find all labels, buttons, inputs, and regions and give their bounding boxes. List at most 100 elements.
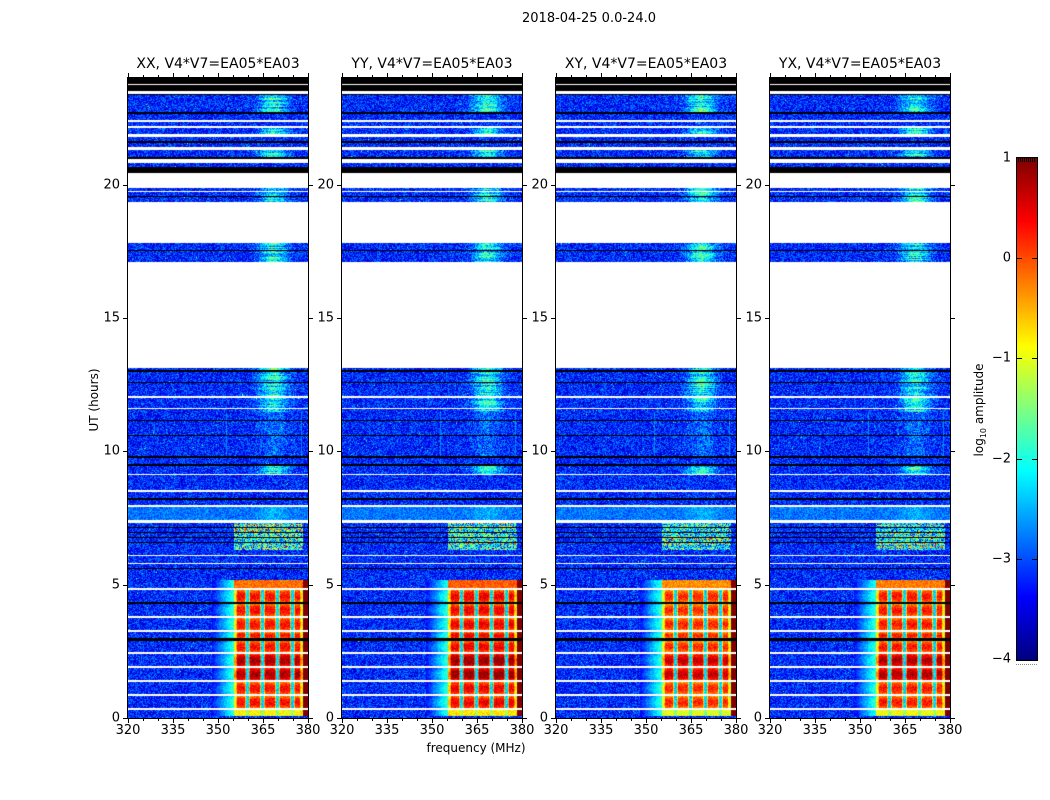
y-major-tick — [951, 718, 955, 719]
colorbar-label: log10 amplitude — [972, 364, 988, 457]
x-major-tick — [342, 719, 343, 723]
colorbar-bottom-dots — [1032, 664, 1033, 665]
x-minor-tick — [248, 75, 249, 77]
y-major-tick — [337, 585, 341, 586]
spectrogram-canvas — [342, 78, 522, 718]
y-axis-label: UT (hours) — [87, 368, 101, 432]
spectrogram-panel — [555, 77, 737, 719]
colorbar-tick-label: −3 — [991, 551, 1011, 567]
y-major-tick — [551, 318, 555, 319]
y-major-tick — [765, 185, 769, 186]
x-minor-tick — [676, 75, 677, 77]
y-tick-label: 20 — [317, 177, 334, 193]
x-major-tick — [173, 719, 174, 723]
x-minor-tick — [372, 75, 373, 77]
colorbar-top-hatch — [1030, 158, 1031, 162]
y-major-tick — [309, 318, 313, 319]
x-major-tick — [342, 73, 343, 77]
x-major-tick — [770, 719, 771, 723]
colorbar-tick — [1017, 258, 1022, 259]
spectrogram-panel — [769, 77, 951, 719]
colorbar-bottom-dots — [1018, 664, 1019, 665]
colorbar-tick — [1032, 358, 1037, 359]
colorbar — [1016, 157, 1038, 661]
colorbar-tick-label: −2 — [991, 451, 1011, 467]
x-minor-tick — [143, 719, 144, 721]
x-minor-tick — [800, 719, 801, 721]
y-major-tick — [951, 318, 955, 319]
spectrogram-panel — [127, 77, 309, 719]
x-tick-label: 320 — [115, 723, 141, 738]
y-major-tick — [123, 185, 127, 186]
x-minor-tick — [631, 719, 632, 721]
panel-title: YX, V4*V7=EA05*EA03 — [778, 56, 942, 72]
x-minor-tick — [402, 75, 403, 77]
y-major-tick — [337, 718, 341, 719]
x-tick-label: 350 — [633, 723, 659, 738]
colorbar-tick-label: −4 — [991, 651, 1011, 667]
figure-title: 2018-04-25 0.0-24.0 — [522, 11, 656, 26]
y-tick-label: 0 — [325, 710, 334, 726]
y-tick-label: 5 — [111, 577, 120, 593]
x-minor-tick — [233, 719, 234, 721]
x-tick-label: 380 — [937, 723, 963, 738]
x-minor-tick — [462, 75, 463, 77]
colorbar-bottom-dots — [1034, 664, 1035, 665]
colorbar-top-hatch — [1032, 158, 1033, 162]
y-major-tick — [951, 451, 955, 452]
y-major-tick — [309, 451, 313, 452]
colorbar-label-log: log — [971, 438, 986, 457]
panel-title: XX, V4*V7=EA05*EA03 — [136, 56, 300, 72]
x-minor-tick — [158, 719, 159, 721]
y-tick-label: 20 — [531, 177, 548, 193]
y-major-tick — [309, 185, 313, 186]
colorbar-top-hatch — [1024, 158, 1025, 162]
x-minor-tick — [920, 75, 921, 77]
x-major-tick — [218, 73, 219, 77]
y-major-tick — [951, 185, 955, 186]
y-major-tick — [737, 718, 741, 719]
colorbar-tick-label: −1 — [991, 350, 1011, 366]
x-major-tick — [736, 719, 737, 723]
x-minor-tick — [248, 719, 249, 721]
x-minor-tick — [800, 75, 801, 77]
y-major-tick — [123, 718, 127, 719]
y-major-tick — [737, 185, 741, 186]
colorbar-label-amplitude: amplitude — [971, 363, 986, 428]
x-minor-tick — [507, 75, 508, 77]
x-major-tick — [173, 73, 174, 77]
x-minor-tick — [586, 75, 587, 77]
y-tick-label: 10 — [531, 443, 548, 459]
y-tick-label: 15 — [103, 310, 120, 326]
x-minor-tick — [920, 719, 921, 721]
x-minor-tick — [571, 719, 572, 721]
x-minor-tick — [203, 719, 204, 721]
y-major-tick — [123, 318, 127, 319]
x-tick-label: 350 — [847, 723, 873, 738]
x-minor-tick — [721, 719, 722, 721]
x-major-tick — [477, 73, 478, 77]
x-minor-tick — [158, 75, 159, 77]
y-major-tick — [523, 718, 527, 719]
colorbar-tick — [1017, 559, 1022, 560]
x-major-tick — [770, 73, 771, 77]
x-minor-tick — [492, 75, 493, 77]
y-tick-label: 20 — [103, 177, 120, 193]
x-minor-tick — [492, 719, 493, 721]
y-major-tick — [737, 318, 741, 319]
y-major-tick — [551, 185, 555, 186]
x-minor-tick — [706, 75, 707, 77]
y-tick-label: 20 — [745, 177, 762, 193]
panel-title: YY, V4*V7=EA05*EA03 — [351, 56, 513, 72]
x-major-tick — [522, 719, 523, 723]
y-major-tick — [551, 451, 555, 452]
x-major-tick — [308, 73, 309, 77]
y-major-tick — [951, 585, 955, 586]
colorbar-bottom-dots — [1030, 664, 1031, 665]
x-minor-tick — [661, 719, 662, 721]
x-minor-tick — [372, 719, 373, 721]
y-major-tick — [737, 451, 741, 452]
y-major-tick — [337, 185, 341, 186]
x-major-tick — [477, 719, 478, 723]
